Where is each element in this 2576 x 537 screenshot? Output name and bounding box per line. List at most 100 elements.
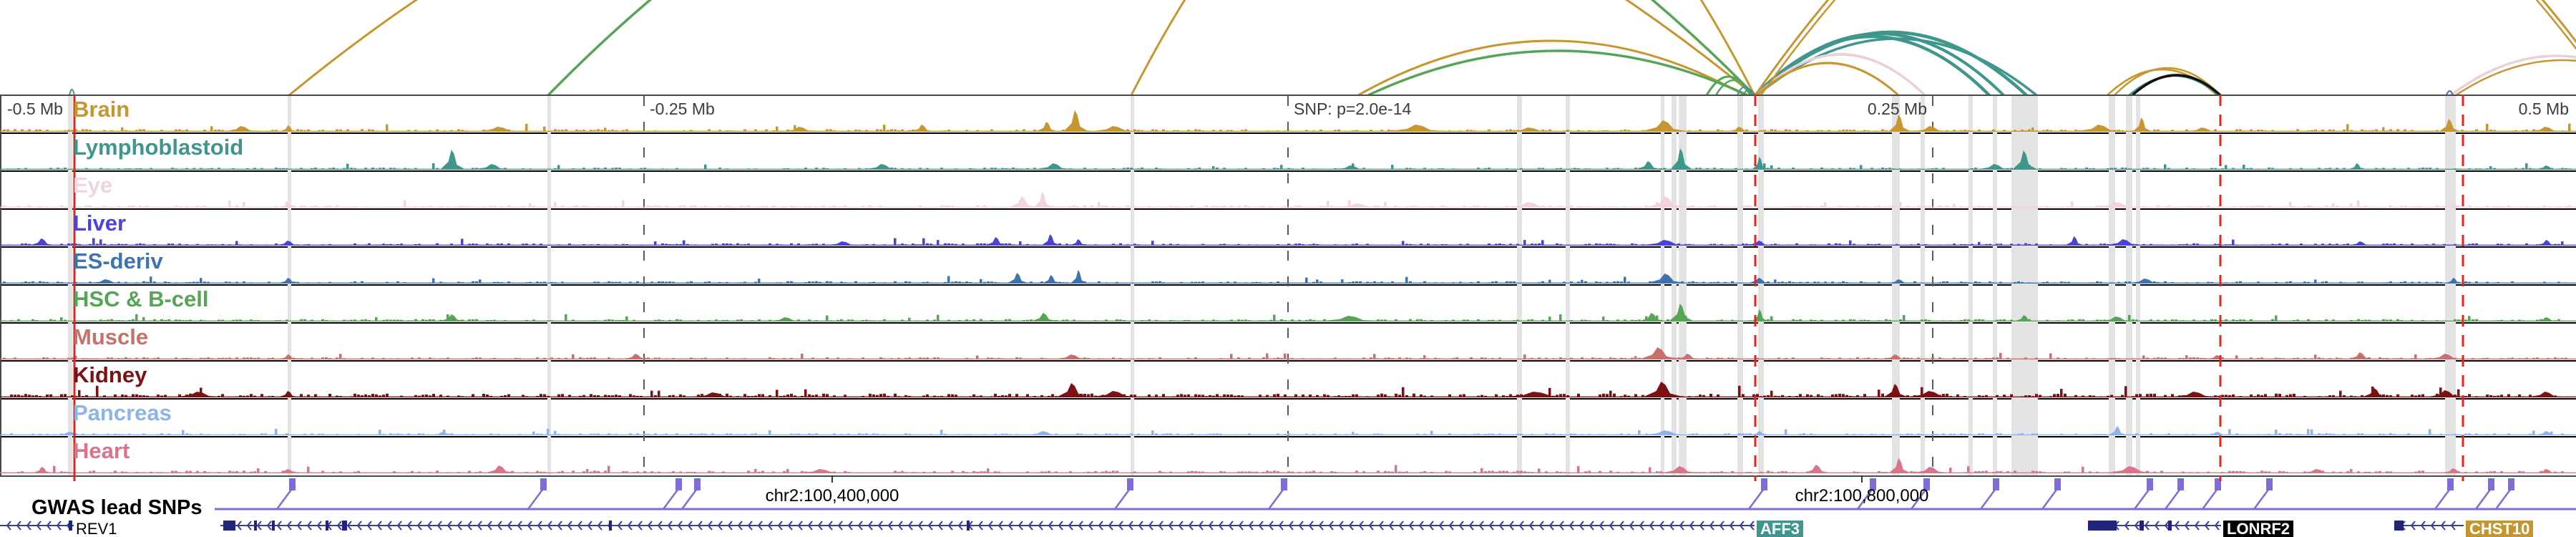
gwas-snp-marker[interactable]	[2266, 478, 2273, 490]
gwas-snp-marker[interactable]	[2054, 478, 2061, 490]
gwas-snp-track[interactable]	[0, 475, 2576, 520]
signal-heart[interactable]	[0, 458, 2576, 473]
gwas-snp-connector	[1979, 489, 1996, 510]
strand-chevron-left-icon	[1088, 521, 1093, 531]
interaction-arc[interactable]	[1754, 30, 2028, 96]
strand-chevron-left-icon	[927, 521, 933, 531]
gwas-snp-marker[interactable]	[1127, 478, 1133, 490]
interaction-arc[interactable]	[2446, 90, 2454, 96]
gene-exon	[326, 521, 328, 531]
gwas-snp-marker[interactable]	[694, 478, 701, 490]
signal-brain[interactable]	[0, 110, 2576, 132]
interaction-arc[interactable]	[288, 0, 1755, 96]
signal-kidney[interactable]	[0, 382, 2576, 397]
track-row-lymphoblastoid[interactable]	[1, 134, 2576, 172]
signal-es-deriv[interactable]	[0, 270, 2576, 284]
track-row-hsc-b-cell[interactable]	[1, 286, 2576, 324]
gwas-snp-connector	[275, 489, 293, 510]
gwas-snp-marker[interactable]	[1761, 478, 1767, 490]
gwas-snp-marker[interactable]	[675, 478, 682, 490]
interaction-arc[interactable]	[1705, 75, 1752, 96]
interaction-arc[interactable]	[1367, 49, 1748, 96]
strand-chevron-left-icon	[817, 521, 823, 531]
interaction-arc[interactable]	[2449, 54, 2576, 96]
strand-chevron-left-icon	[887, 521, 893, 531]
gene-label-rev1[interactable]: REV1	[76, 520, 117, 537]
strand-chevron-left-icon	[2214, 521, 2220, 531]
signal-hsc-b-cell[interactable]	[0, 304, 2576, 321]
signal-tracks-layer[interactable]	[0, 96, 2576, 475]
interaction-arc[interactable]	[1755, 53, 1926, 96]
interaction-arc[interactable]	[1737, 86, 1753, 96]
track-row-kidney[interactable]	[1, 362, 2576, 400]
strand-chevron-left-icon	[266, 521, 272, 531]
interaction-arc[interactable]	[1755, 62, 1900, 96]
track-label: Kidney	[73, 362, 147, 387]
gwas-snp-marker[interactable]	[540, 478, 547, 490]
interaction-arc[interactable]	[1130, 0, 1756, 96]
strand-chevron-left-icon	[2174, 521, 2180, 531]
strand-chevron-left-icon	[2194, 521, 2200, 531]
gwas-snp-marker[interactable]	[2488, 478, 2494, 490]
strand-chevron-left-icon	[1128, 521, 1133, 531]
interaction-arc[interactable]	[2114, 67, 2221, 96]
gene-label-aff3[interactable]: AFF3	[1757, 521, 1803, 537]
gwas-snp-marker[interactable]	[2147, 478, 2153, 490]
interaction-arc[interactable]	[2455, 59, 2576, 96]
interaction-arcs-layer[interactable]	[0, 0, 2576, 96]
track-label: Brain	[73, 97, 130, 122]
gwas-snp-marker[interactable]	[2508, 478, 2514, 490]
signal-lymphoblastoid[interactable]	[0, 148, 2576, 170]
interaction-arc[interactable]	[2131, 74, 2222, 96]
strand-chevron-left-icon	[296, 521, 302, 531]
strand-chevron-left-icon	[867, 521, 873, 531]
gwas-snp-marker[interactable]	[1281, 478, 1287, 490]
signal-peak	[1033, 192, 1053, 208]
strand-chevron-left-icon	[1178, 521, 1184, 531]
gwas-snp-marker[interactable]	[2215, 478, 2221, 490]
strand-chevron-left-icon	[1368, 521, 1374, 531]
interaction-arc[interactable]	[69, 89, 75, 96]
signal-pancreas[interactable]	[0, 426, 2576, 435]
strand-chevron-left-icon	[617, 521, 623, 531]
interaction-arc[interactable]	[1760, 0, 2576, 96]
gwas-snp-marker[interactable]	[2447, 478, 2454, 490]
interaction-arc[interactable]	[1754, 0, 2576, 96]
track-row-liver[interactable]	[1, 210, 2576, 248]
gwas-snp-marker[interactable]	[289, 478, 296, 490]
strand-chevron-left-icon	[46, 521, 52, 531]
strand-chevron-left-icon	[727, 521, 733, 531]
strand-chevron-left-icon	[897, 521, 903, 531]
signal-peak	[439, 314, 467, 321]
interaction-arc[interactable]	[547, 0, 1756, 96]
strand-chevron-left-icon	[1278, 521, 1284, 531]
signal-peak	[1331, 165, 1374, 170]
gwas-snp-marker[interactable]	[1923, 478, 1930, 490]
track-label: Heart	[73, 438, 130, 463]
gwas-snp-marker[interactable]	[1870, 478, 1876, 490]
scale-label-right: 0.5 Mb	[2518, 100, 2569, 118]
signal-peak	[50, 432, 93, 435]
strand-chevron-left-icon	[877, 521, 883, 531]
signal-peak	[910, 125, 936, 132]
signal-muscle[interactable]	[0, 347, 2576, 359]
gene-label-lonrf2[interactable]: LONRF2	[2223, 521, 2293, 537]
interaction-arc[interactable]	[2128, 75, 2219, 96]
strand-chevron-left-icon	[26, 521, 31, 531]
signal-peak	[2104, 239, 2147, 246]
gene-label-chst10[interactable]: CHST10	[2466, 521, 2534, 537]
gwas-snp-marker[interactable]	[1993, 478, 1999, 490]
interaction-arc[interactable]	[1755, 37, 2038, 96]
strand-chevron-left-icon	[597, 521, 602, 531]
signal-liver[interactable]	[0, 234, 2576, 246]
gwas-snp-connector	[680, 489, 698, 510]
interaction-arc[interactable]	[1357, 39, 1745, 96]
signal-peak	[1885, 279, 1914, 284]
gwas-snp-marker[interactable]	[2177, 478, 2184, 490]
track-label: HSC & B-cell	[73, 286, 209, 311]
track-row-brain[interactable]	[1, 96, 2576, 134]
interaction-arc[interactable]	[1742, 89, 1755, 96]
gene-track[interactable]	[0, 520, 2576, 537]
signal-eye[interactable]	[0, 192, 2576, 208]
signal-peak	[1036, 122, 1059, 132]
